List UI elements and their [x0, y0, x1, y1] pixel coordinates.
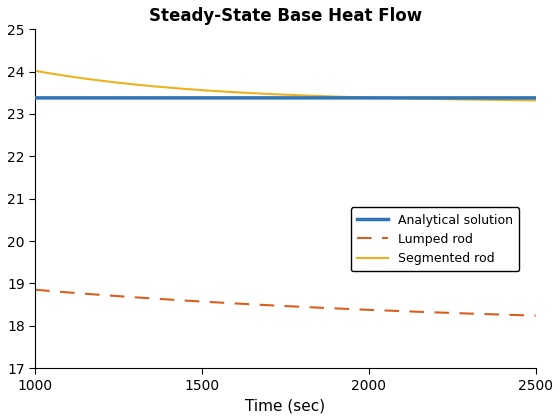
Legend: Analytical solution, Lumped rod, Segmented rod: Analytical solution, Lumped rod, Segment… — [351, 207, 519, 271]
Title: Steady-State Base Heat Flow: Steady-State Base Heat Flow — [149, 7, 422, 25]
Segmented rod — [262, 91, 269, 96]
Lumped rod — [57, 289, 64, 294]
Lumped rod — [32, 287, 39, 292]
Segmented rod — [57, 73, 64, 78]
Lumped rod — [275, 303, 282, 308]
Line: Segmented rod: Segmented rod — [35, 71, 535, 100]
Segmented rod — [32, 68, 39, 74]
Lumped rod — [517, 312, 524, 318]
Segmented rod — [532, 98, 539, 103]
Segmented rod — [517, 98, 524, 103]
Analytical solution — [262, 95, 269, 100]
Segmented rod — [426, 96, 432, 101]
Lumped rod — [532, 313, 539, 318]
Lumped rod — [517, 312, 524, 318]
Analytical solution — [517, 95, 524, 100]
Segmented rod — [275, 92, 282, 97]
Lumped rod — [426, 310, 432, 315]
Lumped rod — [262, 302, 269, 307]
Analytical solution — [275, 95, 282, 100]
Segmented rod — [517, 98, 524, 103]
Analytical solution — [57, 95, 64, 100]
Analytical solution — [517, 95, 524, 100]
X-axis label: Time (sec): Time (sec) — [245, 398, 325, 413]
Analytical solution — [532, 95, 539, 100]
Analytical solution — [32, 95, 39, 100]
Analytical solution — [426, 95, 432, 100]
Line: Lumped rod: Lumped rod — [35, 290, 535, 316]
